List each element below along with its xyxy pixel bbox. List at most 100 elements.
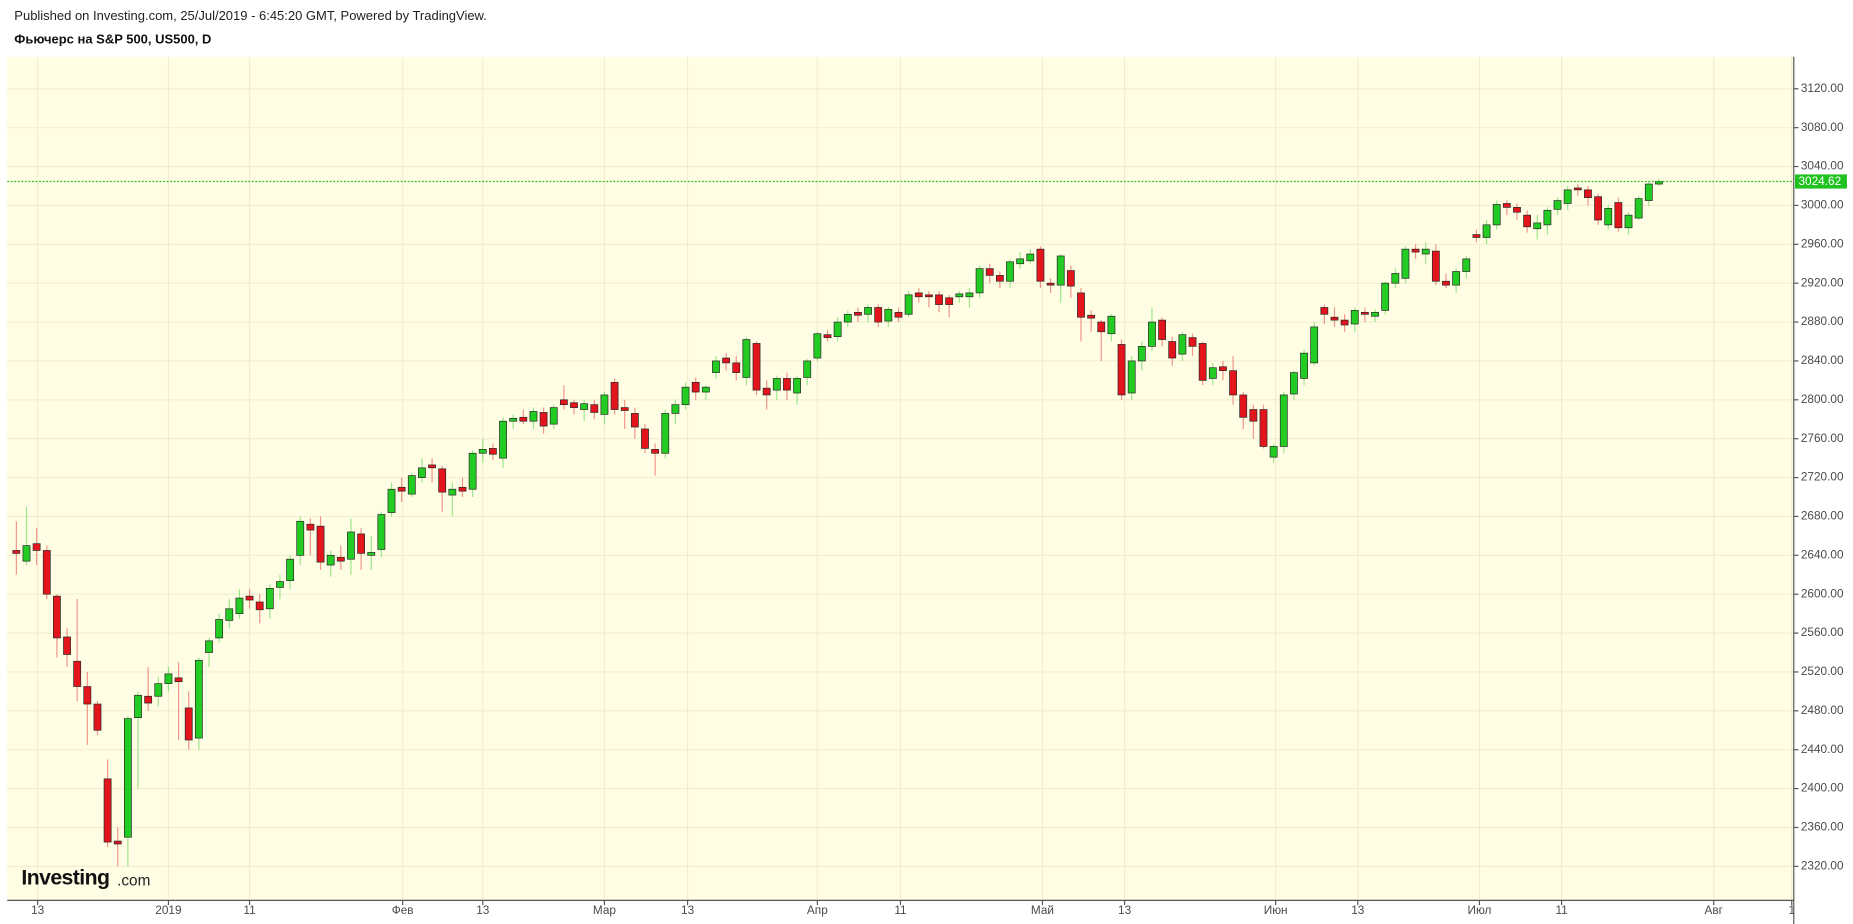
- candle-body: [144, 695, 153, 704]
- candle-body: [1158, 319, 1167, 340]
- candle-body: [42, 550, 51, 595]
- candle-body: [113, 840, 122, 845]
- candle-body: [438, 468, 447, 493]
- candle-body: [823, 334, 832, 338]
- candle-body: [1036, 248, 1045, 282]
- candle-body: [286, 558, 295, 581]
- candle-body: [367, 552, 376, 556]
- x-tick-label: 13: [1351, 903, 1365, 917]
- x-tick-label: 13: [1118, 903, 1132, 917]
- candle-body: [1330, 316, 1339, 321]
- candles: [12, 179, 1663, 867]
- candle-body: [661, 413, 670, 454]
- candle-body: [539, 412, 548, 427]
- candle-body: [418, 467, 426, 478]
- candle-body: [1523, 214, 1532, 228]
- candle-body: [1097, 321, 1106, 333]
- candle-body: [1077, 292, 1085, 318]
- candle-body: [1016, 258, 1025, 265]
- x-tick-label: Апр: [807, 903, 828, 917]
- chart-title: Фьючерс на S&P 500, US500, D: [14, 32, 211, 47]
- candle-body: [478, 449, 487, 454]
- candle-body: [448, 488, 457, 496]
- candle-body: [1360, 311, 1369, 315]
- candle-body: [1198, 343, 1207, 381]
- candle-body: [732, 362, 741, 373]
- candle-body: [1492, 204, 1501, 226]
- candle-body: [103, 778, 112, 843]
- y-tick-label: 2920.00: [1801, 275, 1844, 289]
- candle-body: [22, 545, 31, 562]
- candle-body: [681, 386, 690, 406]
- y-tick-label: 2520.00: [1801, 664, 1844, 678]
- y-tick-label: 2440.00: [1801, 742, 1844, 756]
- candle-body: [813, 333, 822, 359]
- candle-body: [184, 707, 193, 741]
- candle-body: [53, 595, 61, 639]
- candle-body: [326, 554, 335, 566]
- candle-body: [1421, 248, 1430, 255]
- candle-body: [1046, 282, 1055, 286]
- candle-body: [854, 311, 862, 316]
- candle-body: [742, 339, 751, 378]
- y-tick-label: 2840.00: [1801, 353, 1844, 367]
- candle-body: [641, 428, 649, 449]
- y-tick-label: 2720.00: [1801, 470, 1844, 484]
- candle-body: [347, 531, 355, 560]
- candle-body: [559, 399, 568, 406]
- candle-body: [590, 404, 599, 413]
- candle-body: [610, 381, 619, 410]
- candle-body: [529, 411, 538, 422]
- candle-body: [215, 619, 224, 639]
- candle-body: [833, 321, 842, 337]
- candle-body: [1482, 224, 1491, 238]
- candle-body: [762, 387, 771, 396]
- candle-body: [205, 640, 213, 653]
- candle-body: [752, 343, 761, 391]
- published-note: Published on Investing.com, 25/Jul/2019 …: [14, 8, 487, 23]
- x-tick-label: 11: [1555, 903, 1567, 917]
- candle-body: [712, 360, 720, 373]
- y-tick-label: 2880.00: [1801, 314, 1844, 328]
- candle-body: [428, 464, 436, 469]
- x-tick-label: Май: [1031, 903, 1054, 917]
- candle-body: [691, 381, 700, 393]
- candle-body: [225, 608, 234, 621]
- x-tick-label: Фев: [392, 903, 414, 917]
- candle-body: [73, 660, 82, 687]
- candle-body: [1006, 261, 1014, 282]
- candle-body: [914, 292, 923, 298]
- candle-body: [1634, 198, 1643, 219]
- y-tick-label: 2640.00: [1801, 547, 1844, 561]
- candle-body: [1269, 446, 1278, 458]
- candle-body: [32, 543, 41, 551]
- candle-body: [570, 402, 578, 408]
- candle-body: [1259, 409, 1268, 447]
- candle-body: [894, 311, 903, 318]
- x-tick-label: 13: [476, 903, 490, 917]
- candle-body: [722, 357, 731, 364]
- candle-body: [1584, 189, 1592, 199]
- candle-body: [1573, 187, 1582, 191]
- candle-body: [1401, 248, 1410, 279]
- candle-body: [1026, 253, 1035, 262]
- candle-body: [387, 488, 396, 513]
- candle-body: [1614, 202, 1623, 229]
- candle-body: [1604, 207, 1613, 226]
- candle-body: [519, 416, 528, 422]
- x-tick-label: 11: [894, 903, 906, 917]
- candle-body: [245, 595, 254, 601]
- candle-body: [630, 413, 639, 428]
- candle-body: [509, 417, 518, 422]
- candle-body: [1452, 271, 1461, 286]
- y-tick-label: 2800.00: [1801, 392, 1844, 406]
- x-tick-label: Июн: [1264, 903, 1288, 917]
- y-tick-label: 3040.00: [1801, 159, 1844, 173]
- candle-body: [296, 520, 305, 556]
- candle-body: [1148, 321, 1156, 347]
- x-tick-label: 11: [243, 903, 255, 917]
- candle-body: [1188, 337, 1197, 347]
- candle-body: [549, 407, 558, 425]
- candle-body: [174, 677, 183, 683]
- candle-body: [1381, 282, 1390, 311]
